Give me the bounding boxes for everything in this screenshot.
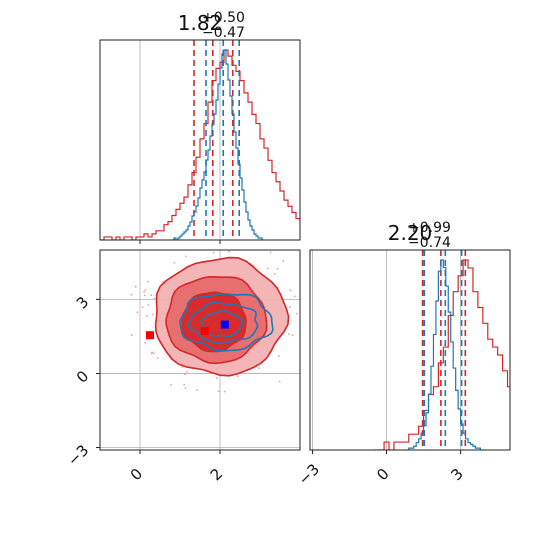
histogram-series-1 [172,49,264,240]
sample-point [184,373,186,376]
series-1-hist1 [172,40,264,240]
x-tick-label: 0 [373,465,392,484]
sample-point [307,312,309,314]
sample-point [265,242,267,244]
param2-minus-error: −0.74 [408,235,451,251]
sample-point [195,389,198,392]
sample-point [144,341,147,344]
param2-median: 2.20 [388,221,433,245]
sample-point [170,384,172,386]
sample-point [209,233,211,235]
sample-point [216,377,218,379]
series-1-hist2 [406,250,483,450]
sample-point [183,383,186,386]
histogram-series-0 [374,259,510,450]
x-tick-label: 3 [447,465,466,484]
x-tick-label: −3 [295,460,323,488]
sample-point [184,255,187,258]
marginal-param1-panel [99,39,301,241]
sample-point [141,306,144,309]
sample-point [147,280,149,283]
sample-point [266,267,269,270]
sample-point [257,367,260,370]
panel-frame [309,249,511,451]
sample-point [144,288,147,291]
sample-point [223,390,226,393]
panel-frame [99,39,301,241]
sample-point [301,351,303,353]
sample-point [136,311,139,314]
sample-point [301,276,303,278]
marker-blue [220,320,229,329]
sample-point [204,246,206,248]
sample-point [153,297,156,300]
param1-minus-error: −0.47 [202,25,245,41]
sample-point [289,289,292,292]
y-tick-label: 3 [73,293,92,312]
param2-title: 2.20 [388,221,433,245]
y-tick-label: −3 [64,441,92,469]
sample-point [278,380,281,383]
x-tick-label: 2 [207,465,226,484]
sample-point [152,352,155,355]
sample-point [236,375,239,378]
marker-red-extra [146,331,154,340]
series-0-hist2 [374,250,510,450]
series-0-hist1 [100,40,300,240]
sample-point [143,290,145,293]
sample-point [276,267,279,270]
contour-blue-mid [186,301,259,345]
sample-point [287,333,290,335]
sample-point [228,250,231,253]
sample-point [146,315,148,317]
sample-point [130,334,133,336]
sample-point [231,237,233,239]
x-tick-label: 0 [127,465,146,484]
contour-blue-inner [200,309,245,338]
sample-point [150,294,153,297]
sample-point [173,261,176,264]
histogram-series-0 [100,49,300,240]
sample-point [217,390,220,393]
sample-point [212,251,215,254]
sample-point [151,313,154,316]
histogram-series-1 [406,259,483,450]
param1-plus-error: +0.50 [202,10,245,26]
sample-point [273,273,276,275]
y-tick-label: 0 [73,367,92,386]
sample-point [185,370,188,373]
marginal-param2-panel [309,249,511,451]
contour-blue-outer [178,293,274,352]
sample-point [295,312,298,315]
sample-point [147,304,150,306]
sample-point [184,386,187,389]
param1-median: 1.82 [178,11,223,35]
sample-point [156,357,159,359]
param1-title: 1.82 [178,11,223,35]
sample-point [291,334,294,337]
sample-point [293,295,296,298]
joint-param1-param2-panel [99,233,309,451]
sample-point [288,306,291,309]
sample-point [282,260,285,262]
sample-point [143,294,146,297]
sample-point [226,235,228,237]
marker-red [200,326,209,335]
sample-point [150,352,153,355]
sample-point [269,251,272,254]
panel-frame [99,249,301,451]
sample-point [130,293,133,296]
sample-point [134,285,137,288]
sample-point [307,347,309,349]
joint-contours [130,233,309,393]
param2-plus-error: +0.99 [408,220,451,236]
sample-point [277,355,280,357]
